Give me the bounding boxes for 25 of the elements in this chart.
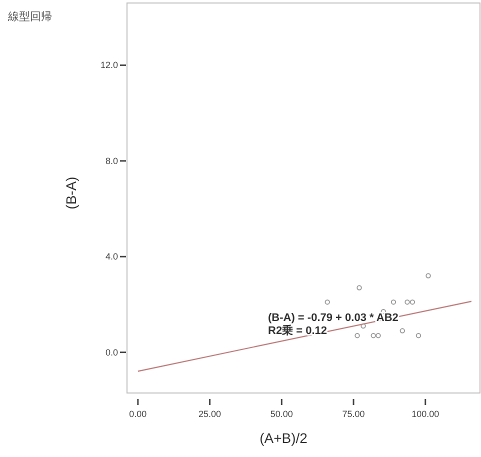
y-tick-label: 0.0 [105,347,118,358]
x-tick-label: 75.00 [342,409,365,419]
point [376,332,381,338]
y-tick-label: 8.0 [105,156,118,166]
point [410,299,416,305]
x-tick-label: 25.00 [198,409,222,419]
point [416,332,422,338]
point [356,285,362,290]
point [400,328,405,334]
x-tick-label: 50.00 [270,409,293,419]
point [426,273,431,278]
y-tick-label: 12.0 [100,60,118,70]
point [370,332,376,338]
y-tick-label: 4.0 [105,252,118,262]
annotation: R2乗 = 0.12 [268,324,328,337]
point [404,299,410,305]
point [360,323,366,329]
point [354,332,360,338]
point [390,299,396,305]
x-tick-label: 0.00 [129,409,147,419]
text: 線型回帰 [7,11,52,23]
x-tick-label: 100.00 [412,409,440,419]
y-axis-title: (B-A) [63,176,79,210]
point [324,299,330,305]
x-axis-title: (A+B)/2 [260,430,308,446]
